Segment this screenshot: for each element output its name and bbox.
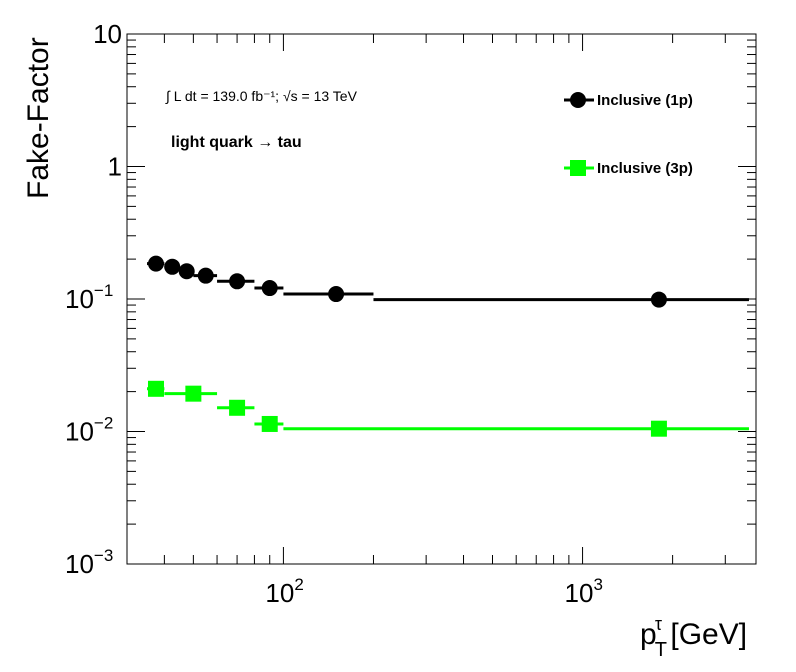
- y-tick-base-3: 10: [65, 417, 94, 447]
- y-tick-base-4: 10: [65, 549, 94, 579]
- x-axis-title: pTτ [GeV]: [640, 614, 747, 661]
- x-tick-labels: 102 103: [265, 575, 603, 608]
- axis-ticks: [126, 33, 756, 565]
- legend-marker-1p: [570, 92, 586, 108]
- x-tick-base-0: 10: [265, 578, 294, 608]
- series-1-point-0: [147, 380, 164, 397]
- series-0-point-7: [650, 291, 667, 308]
- series-0-point-0: [147, 255, 164, 272]
- series-1: [147, 380, 749, 437]
- legend-marker-3p: [570, 160, 586, 176]
- x-tick-base-1: 10: [565, 578, 594, 608]
- series-1-point-4: [650, 420, 667, 437]
- y-axis-title: Fake-Factor: [22, 37, 55, 199]
- series-0-point-2: [178, 263, 195, 280]
- x-tick-exp-1: 3: [593, 575, 602, 594]
- series-0-point-1: [164, 258, 181, 275]
- process-label: light quark → tau: [171, 134, 302, 151]
- x-tick-label-0: 102: [265, 575, 303, 608]
- legend: Inclusive (1p) Inclusive (3p): [564, 92, 693, 177]
- x-axis-title-sup: τ: [655, 614, 662, 634]
- x-tick-label-1: 103: [565, 575, 603, 608]
- data-series: [147, 255, 749, 437]
- legend-label-3p: Inclusive (3p): [597, 160, 693, 177]
- y-tick-label-1: 1: [108, 152, 122, 182]
- legend-entry-3p: Inclusive (3p): [564, 160, 693, 177]
- y-tick-exp-3: −2: [94, 414, 113, 433]
- x-axis-title-main: p: [640, 618, 657, 651]
- luminosity-label: ∫ L dt = 139.0 fb⁻¹; √s = 13 TeV: [165, 88, 358, 104]
- x-tick-exp-0: 2: [294, 575, 303, 594]
- y-tick-label-3: 10−2: [65, 414, 113, 447]
- x-axis-title-unit: [GeV]: [662, 618, 747, 651]
- y-tick-exp-4: −3: [94, 546, 113, 565]
- y-tick-exp-2: −1: [94, 281, 113, 300]
- x-axis-title-sub: T: [655, 639, 667, 661]
- series-0-point-6: [328, 286, 345, 303]
- series-1-point-3: [261, 415, 278, 432]
- y-tick-label-0: 10: [93, 19, 122, 49]
- legend-entry-1p: Inclusive (1p): [564, 92, 693, 109]
- y-tick-base-2: 10: [65, 284, 94, 314]
- series-0-point-3: [197, 267, 214, 284]
- series-0-point-4: [229, 273, 246, 290]
- series-1-point-2: [229, 399, 246, 416]
- series-1-point-1: [185, 385, 202, 402]
- y-tick-label-4: 10−3: [65, 546, 113, 579]
- legend-label-1p: Inclusive (1p): [597, 92, 693, 109]
- y-tick-label-2: 10−1: [65, 281, 113, 314]
- series-0: [147, 255, 749, 308]
- series-0-point-5: [261, 280, 278, 297]
